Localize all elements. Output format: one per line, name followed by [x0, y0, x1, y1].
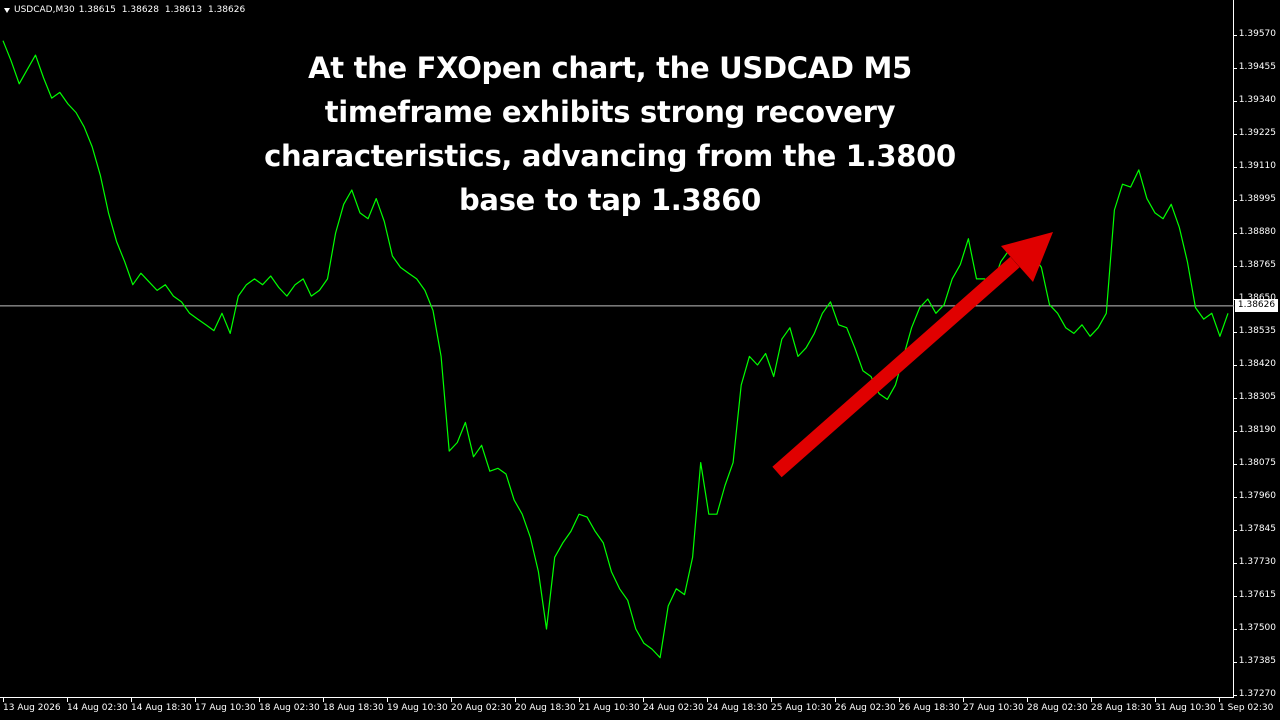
time-tick-label: 17 Aug 10:30 [195, 703, 256, 713]
price-tick-label: 1.37960 [1238, 491, 1276, 501]
price-axis-ticks [1233, 35, 1237, 696]
price-tick-label: 1.38535 [1238, 326, 1276, 336]
price-tick-label: 1.37845 [1238, 524, 1276, 534]
price-tick-label: 1.37730 [1238, 557, 1276, 567]
trend-arrow-head [1001, 232, 1053, 282]
price-tick-label: 1.38650 [1238, 293, 1276, 303]
price-tick-label: 1.39225 [1238, 128, 1276, 138]
time-tick-label: 14 Aug 02:30 [67, 703, 128, 713]
time-tick-label: 18 Aug 18:30 [323, 703, 384, 713]
time-tick-label: 24 Aug 18:30 [707, 703, 768, 713]
time-axis-ticks [3, 697, 1220, 702]
time-tick-label: 20 Aug 18:30 [515, 703, 576, 713]
price-tick-label: 1.37385 [1238, 656, 1276, 666]
time-tick-label: 19 Aug 10:30 [387, 703, 448, 713]
price-tick-label: 1.38075 [1238, 458, 1276, 468]
time-tick-label: 13 Aug 2026 [3, 703, 61, 713]
time-tick-label: 26 Aug 02:30 [835, 703, 896, 713]
headline-annotation: At the FXOpen chart, the USDCAD M5 timef… [264, 51, 956, 217]
time-tick-label: 27 Aug 10:30 [963, 703, 1024, 713]
time-tick-label: 28 Aug 18:30 [1091, 703, 1152, 713]
chart-menu-icon[interactable] [4, 7, 10, 13]
time-tick-label: 25 Aug 10:30 [771, 703, 832, 713]
time-tick-label: 20 Aug 02:30 [451, 703, 512, 713]
open-value: 1.38615 [78, 5, 116, 15]
price-tick-label: 1.38420 [1238, 359, 1276, 369]
ohlc-values: 1.38615 1.38628 1.38613 1.38626 [79, 5, 249, 15]
time-tick-label: 26 Aug 18:30 [899, 703, 960, 713]
price-tick-label: 1.37615 [1238, 590, 1276, 600]
price-tick-label: 1.39110 [1238, 161, 1276, 171]
time-tick-label: 21 Aug 10:30 [579, 703, 640, 713]
price-tick-label: 1.38190 [1238, 425, 1276, 435]
price-tick-label: 1.38880 [1238, 227, 1276, 237]
price-tick-label: 1.39340 [1238, 95, 1276, 105]
low-value: 1.38613 [164, 5, 203, 15]
price-tick-label: 1.37500 [1238, 623, 1276, 633]
price-tick-label: 1.37270 [1238, 689, 1276, 699]
time-tick-label: 24 Aug 02:30 [643, 703, 704, 713]
close-value: 1.38626 [207, 5, 246, 15]
price-tick-label: 1.39570 [1238, 29, 1276, 39]
high-value: 1.38628 [121, 5, 159, 15]
trend-arrow [772, 232, 1053, 478]
trend-arrow-shaft [772, 256, 1020, 478]
time-tick-label: 14 Aug 18:30 [131, 703, 192, 713]
time-tick-label: 18 Aug 02:30 [259, 703, 320, 713]
price-tick-label: 1.39455 [1238, 62, 1276, 72]
chart-header: USDCAD,M30 1.38615 1.38628 1.38613 1.386… [4, 3, 248, 17]
time-tick-label: 1 Sep 02:30 [1219, 703, 1274, 713]
current-price-label: 1.38626 [1235, 299, 1278, 313]
price-tick-label: 1.38765 [1238, 260, 1276, 270]
price-tick-label: 1.38305 [1238, 392, 1276, 402]
price-tick-label: 1.38995 [1238, 194, 1276, 204]
time-tick-label: 31 Aug 10:30 [1155, 703, 1216, 713]
symbol-timeframe: USDCAD,M30 [14, 5, 75, 15]
time-tick-label: 28 Aug 02:30 [1027, 703, 1088, 713]
